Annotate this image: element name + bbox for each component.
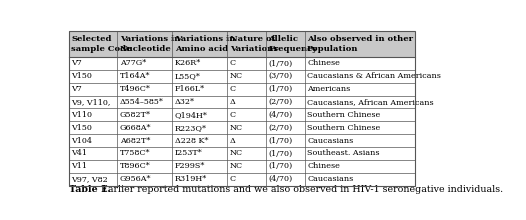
Text: Selected
sample Code: Selected sample Code bbox=[72, 35, 132, 53]
Bar bbox=[69, 57, 414, 70]
Text: G956A*: G956A* bbox=[119, 175, 151, 183]
Text: V9, V110,: V9, V110, bbox=[72, 98, 111, 106]
Bar bbox=[69, 160, 414, 173]
Text: F299S*: F299S* bbox=[175, 162, 205, 170]
Text: A682T*: A682T* bbox=[119, 137, 150, 145]
Text: V110: V110 bbox=[72, 111, 93, 119]
Text: Δ32*: Δ32* bbox=[175, 98, 195, 106]
Text: Δ554–585*: Δ554–585* bbox=[119, 98, 164, 106]
Text: (1/70): (1/70) bbox=[268, 137, 292, 145]
Text: V97, V82: V97, V82 bbox=[72, 175, 108, 183]
Text: T496C*: T496C* bbox=[119, 85, 150, 93]
Text: Americans: Americans bbox=[307, 85, 350, 93]
Text: V41: V41 bbox=[72, 149, 87, 158]
Bar bbox=[69, 147, 414, 160]
Text: Q194H*: Q194H* bbox=[175, 111, 207, 119]
Bar bbox=[69, 108, 414, 121]
Text: Southeast. Asians: Southeast. Asians bbox=[307, 149, 380, 158]
Text: Nature of
Variations: Nature of Variations bbox=[230, 35, 278, 53]
Text: R223Q*: R223Q* bbox=[175, 124, 207, 132]
Bar bbox=[69, 70, 414, 83]
Text: V150: V150 bbox=[72, 124, 93, 132]
Text: (4/70): (4/70) bbox=[268, 111, 292, 119]
Bar bbox=[69, 173, 414, 186]
Bar bbox=[69, 83, 414, 95]
Text: Variations in
Amino acid: Variations in Amino acid bbox=[175, 35, 235, 53]
Text: K26R*: K26R* bbox=[175, 59, 201, 67]
Text: NC: NC bbox=[230, 162, 243, 170]
Bar bbox=[69, 31, 414, 186]
Text: V11: V11 bbox=[72, 162, 87, 170]
Text: T164A*: T164A* bbox=[119, 72, 150, 80]
Text: Δ228 K*: Δ228 K* bbox=[175, 137, 208, 145]
Text: NC: NC bbox=[230, 149, 243, 158]
Text: V7: V7 bbox=[72, 59, 82, 67]
Text: C: C bbox=[230, 175, 236, 183]
Text: (1/70): (1/70) bbox=[268, 59, 292, 67]
Text: C: C bbox=[230, 85, 236, 93]
Text: Earlier reported mutations and we also observed in HIV-1 seronegative individual: Earlier reported mutations and we also o… bbox=[95, 185, 503, 194]
Text: T896C*: T896C* bbox=[119, 162, 150, 170]
Text: A77G*: A77G* bbox=[119, 59, 146, 67]
Text: R319H*: R319H* bbox=[175, 175, 207, 183]
Text: Allelic
Frequency: Allelic Frequency bbox=[268, 35, 318, 53]
Text: Southern Chinese: Southern Chinese bbox=[307, 124, 380, 132]
Text: Variations in
Nucleotide: Variations in Nucleotide bbox=[119, 35, 180, 53]
Bar bbox=[69, 121, 414, 134]
Text: Southern Chinese: Southern Chinese bbox=[307, 111, 380, 119]
Text: Caucasians: Caucasians bbox=[307, 175, 353, 183]
Text: (1/70): (1/70) bbox=[268, 85, 292, 93]
Text: (3/70): (3/70) bbox=[268, 72, 292, 80]
Text: I253T*: I253T* bbox=[175, 149, 203, 158]
Text: (1/70): (1/70) bbox=[268, 162, 292, 170]
Text: Δ: Δ bbox=[230, 137, 235, 145]
Text: G582T*: G582T* bbox=[119, 111, 150, 119]
Text: (2/70): (2/70) bbox=[268, 98, 292, 106]
Text: V150: V150 bbox=[72, 72, 93, 80]
Text: Also observed in other
Population: Also observed in other Population bbox=[307, 35, 413, 53]
Text: L55Q*: L55Q* bbox=[175, 72, 200, 80]
Text: Caucasians: Caucasians bbox=[307, 137, 353, 145]
Text: C: C bbox=[230, 111, 236, 119]
Text: Caucasians, African Americans: Caucasians, African Americans bbox=[307, 98, 434, 106]
Text: Chinese: Chinese bbox=[307, 162, 340, 170]
Bar bbox=[69, 95, 414, 108]
Text: NC: NC bbox=[230, 72, 243, 80]
Text: Δ: Δ bbox=[230, 98, 235, 106]
Text: C: C bbox=[230, 59, 236, 67]
Text: Caucasians & African Americans: Caucasians & African Americans bbox=[307, 72, 441, 80]
Bar bbox=[69, 31, 414, 57]
Text: Chinese: Chinese bbox=[307, 59, 340, 67]
Text: F166L*: F166L* bbox=[175, 85, 205, 93]
Text: NC: NC bbox=[230, 124, 243, 132]
Text: G668A*: G668A* bbox=[119, 124, 151, 132]
Text: (2/70): (2/70) bbox=[268, 124, 292, 132]
Text: Table 1.: Table 1. bbox=[69, 185, 111, 194]
Bar bbox=[69, 134, 414, 147]
Text: V7: V7 bbox=[72, 85, 82, 93]
Text: (4/70): (4/70) bbox=[268, 175, 292, 183]
Text: T758C*: T758C* bbox=[119, 149, 150, 158]
Text: V104: V104 bbox=[72, 137, 93, 145]
Text: (1/70): (1/70) bbox=[268, 149, 292, 158]
